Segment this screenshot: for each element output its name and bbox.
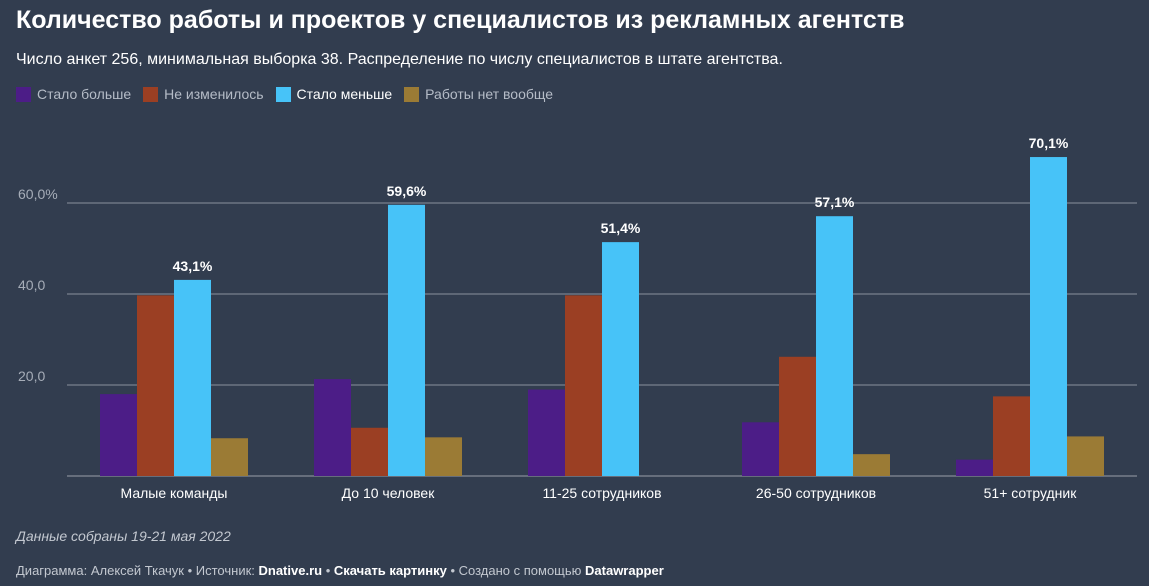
bar (137, 295, 174, 476)
bar-value-label: 57,1% (815, 194, 855, 210)
bar (956, 459, 993, 476)
bar (314, 379, 351, 476)
legend-swatch-less (275, 86, 291, 102)
legend-swatch-none (404, 86, 420, 102)
bar-value-label: 59,6% (387, 183, 427, 199)
x-category-label: 26-50 сотрудников (756, 485, 876, 501)
source-link[interactable]: Dnative.ru (258, 563, 323, 578)
legend-label-more: Стало больше (37, 86, 132, 102)
bar (816, 216, 853, 476)
bar (174, 279, 211, 476)
bar-value-label: 70,1% (1029, 135, 1069, 151)
legend-label-none: Работы нет вообще (425, 86, 554, 102)
bar (1067, 436, 1104, 476)
x-category-label: До 10 человек (342, 485, 436, 501)
bar (211, 438, 248, 476)
bar (993, 396, 1030, 476)
chart-legend: Стало больше Не изменилось Стало меньше … (16, 86, 553, 102)
bar (388, 204, 425, 476)
datawrapper-link[interactable]: Datawrapper (585, 563, 664, 578)
chart-title: Количество работы и проектов у специалис… (16, 6, 905, 34)
legend-swatch-same (143, 86, 159, 102)
footer-sep1: • (322, 563, 334, 578)
chart-subtitle: Число анкет 256, минимальная выборка 38.… (16, 51, 783, 68)
legend-item-more[interactable]: Стало больше (16, 86, 131, 102)
x-category-label: 51+ сотрудник (984, 485, 1078, 501)
footer-credits: Диаграмма: Алексей Ткачук • Источник: Dn… (16, 563, 664, 578)
y-tick-label: 40,0 (18, 277, 45, 293)
data-note: Данные собраны 19-21 мая 2022 (16, 528, 231, 544)
bar (1030, 157, 1067, 477)
bar (853, 454, 890, 476)
legend-item-less[interactable]: Стало меньше (275, 86, 393, 102)
legend-swatch-more (16, 86, 31, 102)
bar (602, 242, 639, 476)
legend-label-less: Стало меньше (296, 86, 393, 102)
y-tick-label: 60,0% (18, 186, 58, 202)
legend-item-none[interactable]: Работы нет вообще (404, 86, 553, 102)
legend-label-same: Не изменилось (164, 86, 264, 102)
download-image-link[interactable]: Скачать картинку (333, 563, 447, 578)
x-category-label: 11-25 сотрудников (542, 485, 661, 501)
legend-item-same[interactable]: Не изменилось (143, 86, 264, 102)
footer-prefix: Диаграмма: Алексей Ткачук • Источник: (16, 563, 259, 578)
bar (351, 427, 388, 476)
bar (425, 437, 462, 476)
y-tick-label: 20,0 (18, 368, 45, 384)
bar (100, 394, 137, 476)
x-category-label: Малые команды (121, 485, 228, 501)
bar (528, 389, 565, 476)
bar (779, 356, 816, 476)
bar (565, 295, 602, 476)
bar-value-label: 43,1% (173, 258, 213, 274)
footer-sep2: • Создано с помощью (446, 563, 586, 578)
bar-chart: 20,0 40,0 60,0% 43,1% Малые команды 59,6% До 1… (18, 135, 1137, 501)
bar (742, 422, 779, 476)
bar-value-label: 51,4% (601, 220, 641, 236)
